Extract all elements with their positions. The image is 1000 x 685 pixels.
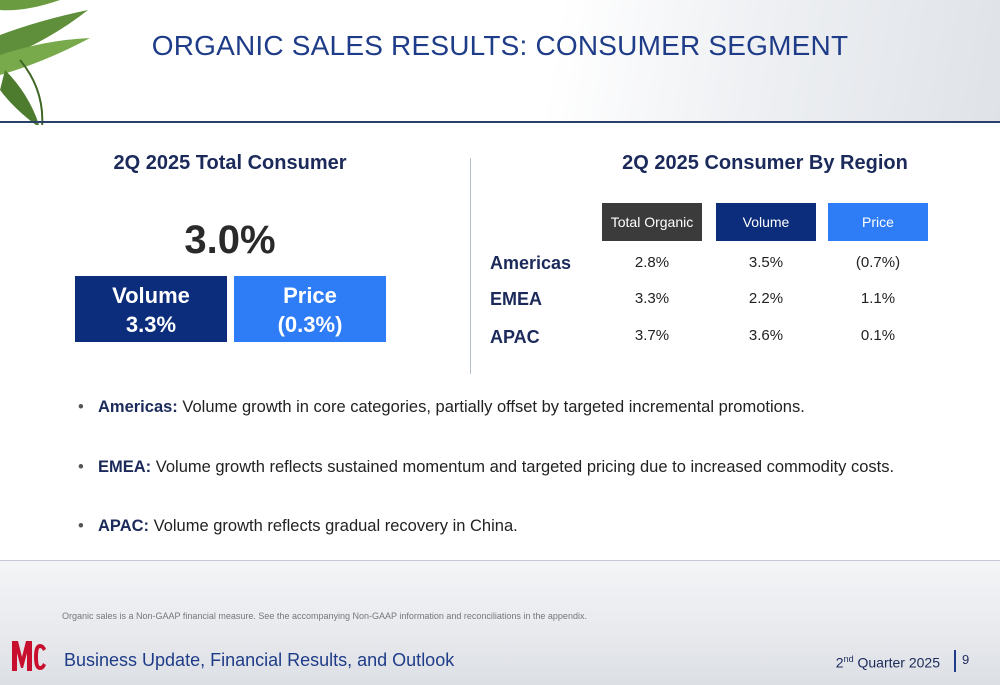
table-cell: 2.2%: [748, 290, 784, 307]
row-label-americas: Americas: [490, 253, 572, 273]
price-box-label: Price: [283, 283, 337, 308]
footer-separator: [954, 650, 956, 672]
column-header-volume: Volume: [716, 203, 816, 241]
table-cell: 2.8%: [634, 254, 670, 271]
mccormick-logo-icon: [12, 641, 46, 671]
non-gaap-note: Organic sales is a Non-GAAP financial me…: [62, 611, 587, 621]
row-label-apac: APAC: [490, 327, 540, 347]
table-cell: 3.3%: [634, 290, 670, 307]
by-region-heading: 2Q 2025 Consumer By Region: [622, 152, 908, 174]
section-divider: [470, 158, 471, 374]
bullet-apac: • APAC: Volume growth reflects gradual re…: [78, 517, 518, 536]
bullet-text: Volume growth in core categories, partia…: [177, 398, 805, 416]
page-number: 9: [962, 652, 970, 667]
quarter-number: 2: [835, 654, 844, 671]
bullet-dot: •: [78, 517, 84, 535]
footer-divider: [0, 560, 1000, 561]
table-cell: 3.7%: [634, 327, 670, 344]
price-box: Price (0.3%): [234, 276, 386, 342]
quarter-text: Quarter 2025: [853, 654, 940, 671]
total-consumer-heading: 2Q 2025 Total Consumer: [113, 152, 347, 174]
row-label-emea: EMEA: [490, 289, 543, 309]
total-consumer-value: 3.0%: [184, 218, 276, 262]
column-header-total-organic: Total Organic: [602, 203, 702, 241]
header-background: [0, 0, 1000, 122]
herb-leaf-icon: [0, 0, 90, 125]
column-header-price: Price: [828, 203, 928, 241]
table-cell: 0.1%: [860, 327, 896, 344]
bullet-label: EMEA:: [98, 458, 152, 476]
bullet-dot: •: [78, 398, 84, 416]
bullet-dot: •: [78, 458, 84, 476]
quarter-suffix: nd: [843, 654, 854, 664]
bullet-label: Americas:: [98, 398, 178, 416]
footer-background: [0, 560, 1000, 685]
bullet-label: APAC:: [98, 517, 150, 535]
bullet-americas: • Americas: Volume growth in core categor…: [78, 398, 805, 417]
table-cell: 1.1%: [860, 290, 896, 307]
bullet-emea: • EMEA: Volume growth reflects sustained …: [78, 458, 894, 477]
bullet-text: Volume growth reflects gradual recovery …: [149, 517, 518, 535]
table-cell: 3.6%: [748, 327, 784, 344]
page-title: ORGANIC SALES RESULTS: CONSUMER SEGMENT: [151, 30, 849, 61]
footer-quarter: 2nd Quarter 2025: [836, 654, 940, 671]
table-cell: 3.5%: [748, 254, 784, 271]
footer-title: Business Update, Financial Results, and …: [64, 650, 455, 670]
table-cell: (0.7%): [855, 254, 901, 271]
price-box-value: (0.3%): [277, 312, 343, 337]
volume-box: Volume 3.3%: [75, 276, 227, 342]
header-divider: [0, 121, 1000, 123]
volume-box-label: Volume: [112, 283, 190, 308]
bullet-text: Volume growth reflects sustained momentu…: [151, 458, 895, 476]
volume-box-value: 3.3%: [125, 312, 177, 337]
